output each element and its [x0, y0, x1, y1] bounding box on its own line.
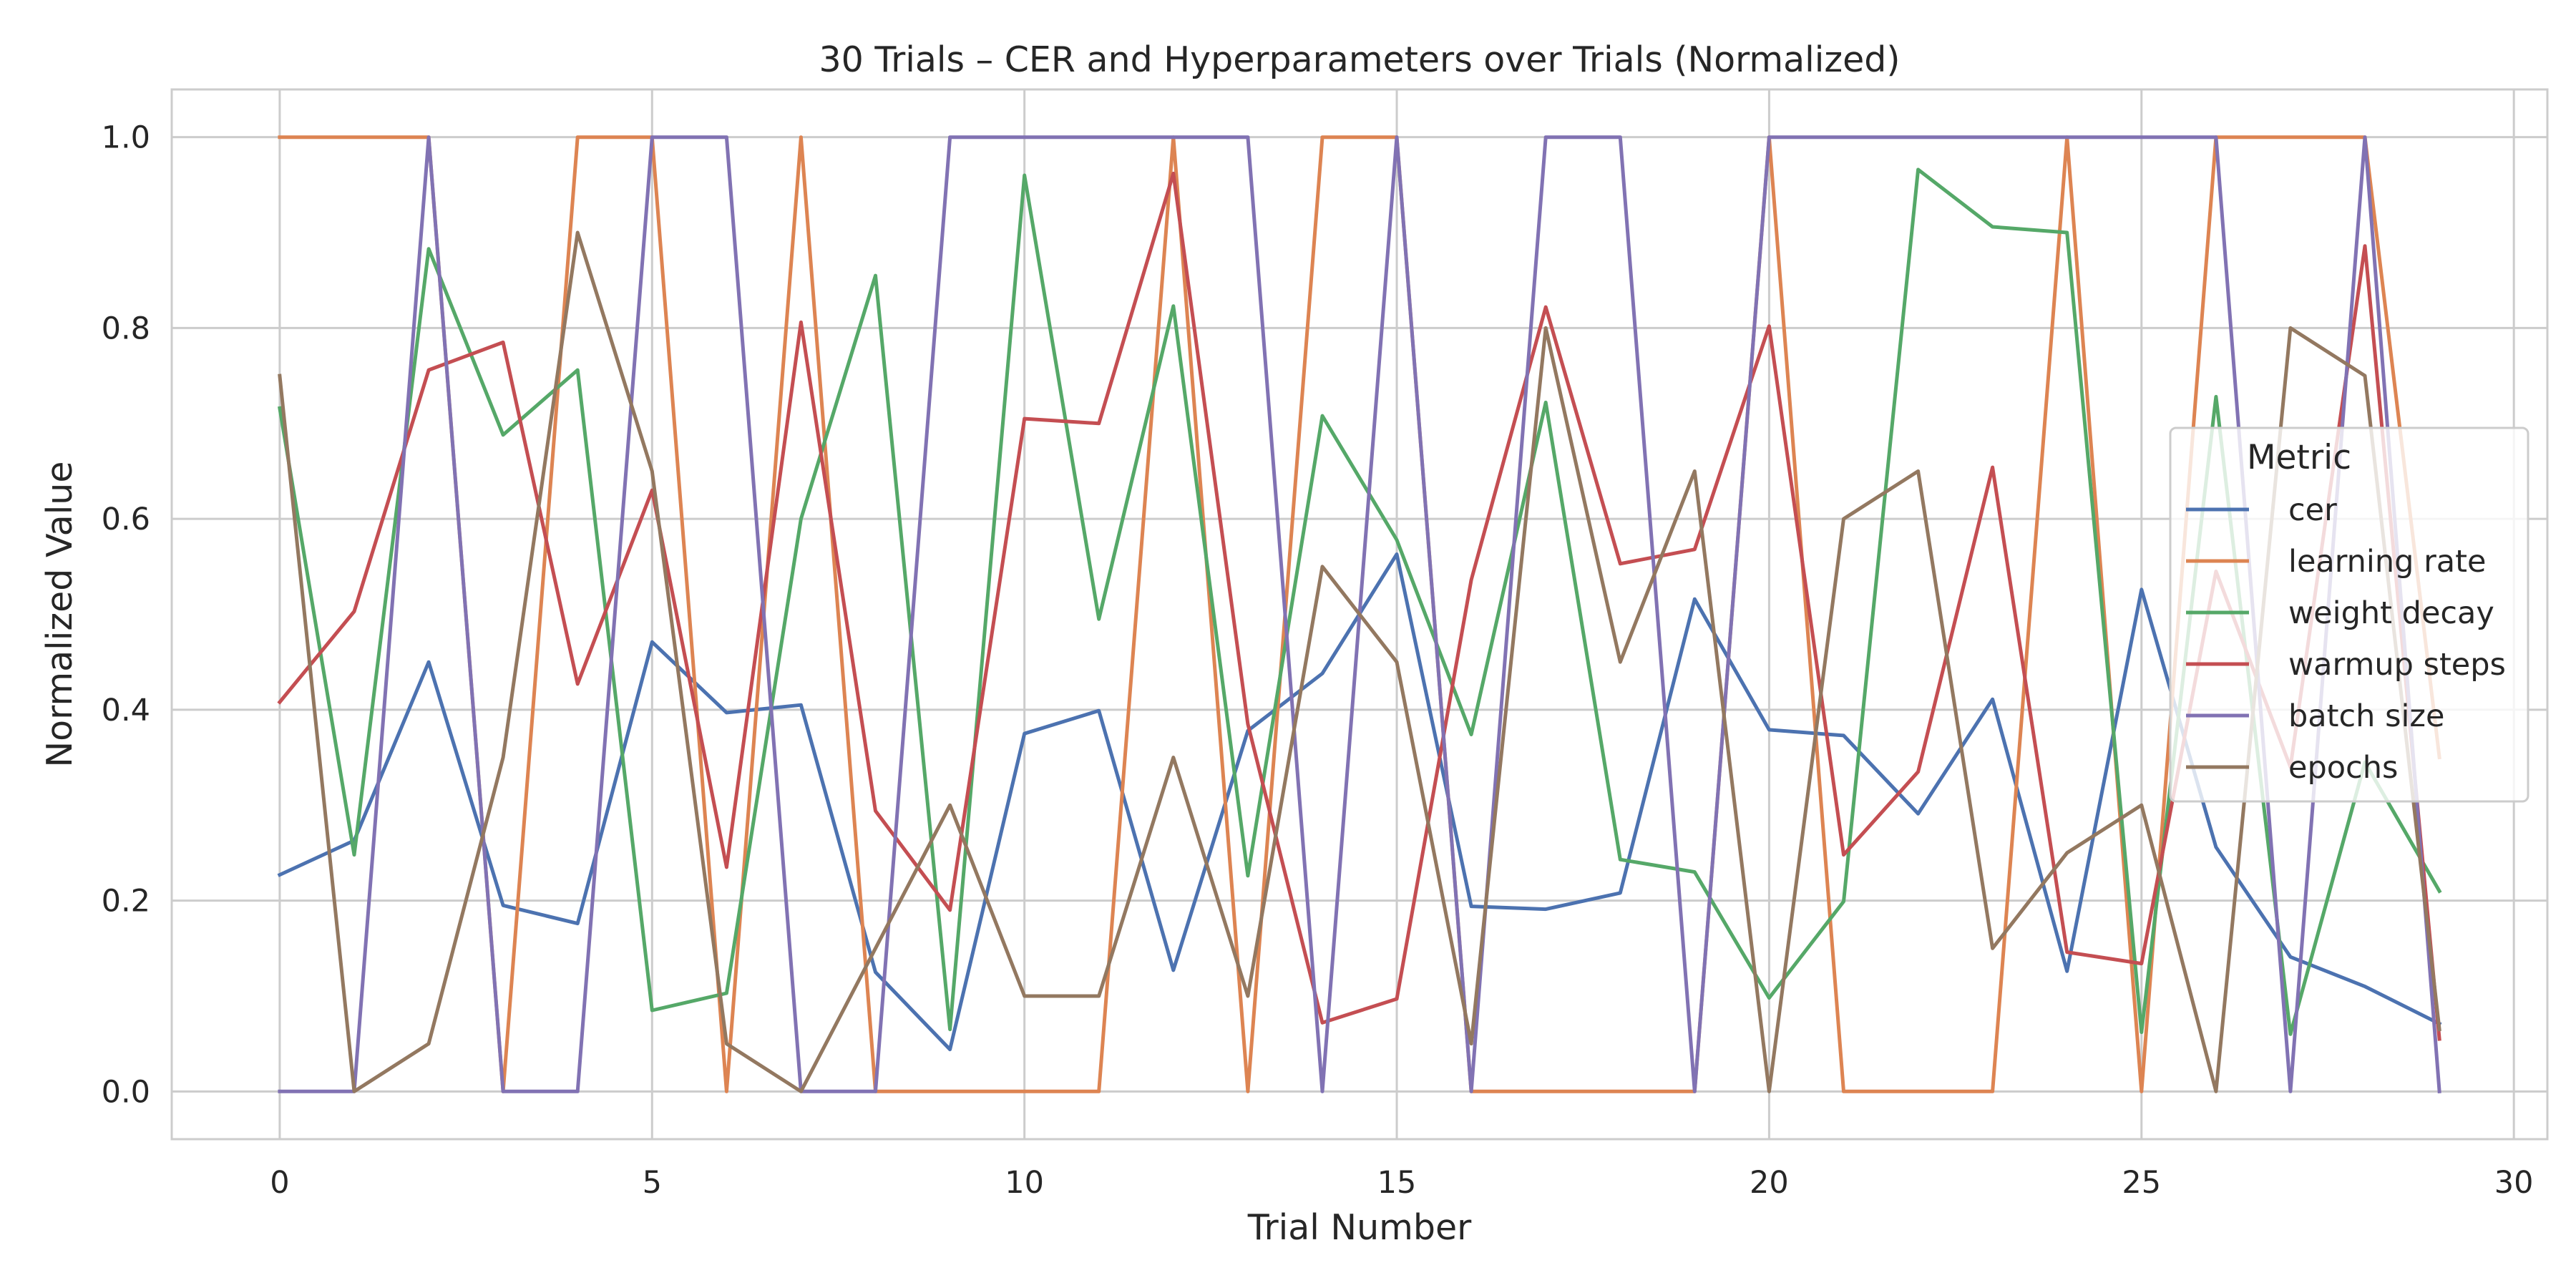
legend-label: warmup steps	[2288, 647, 2506, 683]
legend-title: Metric	[2247, 438, 2351, 477]
x-tick-label: 20	[1750, 1165, 1789, 1201]
plot-frame	[170, 88, 2549, 1141]
y-tick-label: 1.0	[102, 120, 150, 156]
x-axis-ticks: 0 5 10 15 20 25 30	[270, 1165, 2533, 1201]
legend-items: cer learning rate weight decay warmup steps…	[2186, 492, 2506, 786]
x-tick-label: 0	[270, 1165, 289, 1201]
y-tick-label: 0.8	[102, 311, 150, 346]
legend: Metric cer learning rate weight decay warmu…	[2169, 426, 2529, 803]
series-line-weight-decay	[278, 167, 2442, 1036]
legend-label: epochs	[2288, 750, 2398, 786]
legend-label: batch size	[2288, 698, 2444, 734]
x-tick-label: 10	[1005, 1165, 1044, 1201]
series-line-epochs	[278, 230, 2441, 1093]
x-tick-label: 25	[2122, 1165, 2161, 1201]
y-axis-ticks: 0.0 0.2 0.4 0.6 0.8 1.0	[102, 120, 150, 1111]
series-line-learning-rate	[278, 135, 2441, 1093]
y-tick-label: 0.6	[102, 502, 150, 537]
legend-box	[2169, 426, 2529, 803]
x-tick-label: 30	[2494, 1165, 2534, 1201]
chart-title: 30 Trials – CER and Hyperparameters over…	[819, 39, 1900, 80]
legend-label: weight decay	[2288, 595, 2494, 631]
legend-label: learning rate	[2288, 544, 2486, 580]
x-tick-label: 15	[1377, 1165, 1417, 1201]
x-axis-label: Trial Number	[1247, 1207, 1472, 1248]
y-tick-label: 0.0	[102, 1074, 150, 1110]
legend-label: cer	[2288, 492, 2337, 528]
y-tick-label: 0.4	[102, 693, 150, 728]
y-tick-label: 0.2	[102, 884, 150, 919]
x-tick-label: 5	[643, 1165, 662, 1201]
series-line-warmup-steps	[277, 171, 2441, 1041]
series-lines	[277, 135, 2442, 1093]
y-axis-label: Normalized Value	[39, 461, 80, 767]
